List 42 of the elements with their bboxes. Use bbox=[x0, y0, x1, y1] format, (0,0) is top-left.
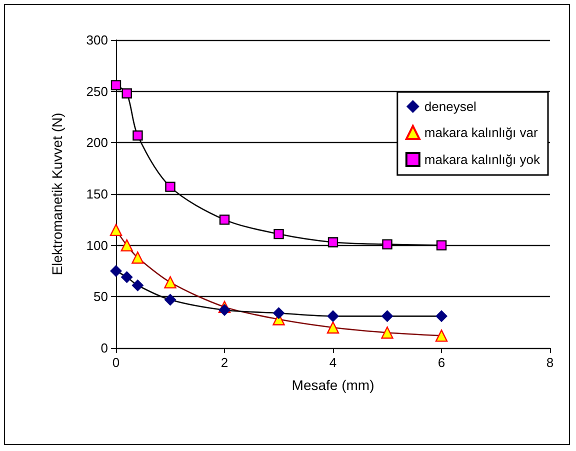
point bbox=[381, 326, 394, 339]
y-tick-label: 150 bbox=[86, 186, 108, 202]
legend-label: makara kalınlığı yok bbox=[424, 152, 540, 167]
x-tick-label: 8 bbox=[546, 355, 554, 370]
point bbox=[326, 321, 340, 334]
x-tick-label: 6 bbox=[438, 355, 446, 370]
point bbox=[165, 182, 176, 192]
point bbox=[122, 88, 132, 98]
point bbox=[436, 310, 448, 322]
x-axis-title: Mesafe (mm) bbox=[292, 377, 374, 393]
point bbox=[219, 214, 230, 225]
point bbox=[120, 271, 133, 284]
y-axis-title: Elektromanetik Kuvvet (N) bbox=[49, 112, 65, 276]
y-tick-label: 250 bbox=[86, 84, 108, 99]
point bbox=[218, 304, 230, 316]
point bbox=[381, 310, 394, 322]
point bbox=[274, 228, 284, 240]
point bbox=[110, 80, 122, 90]
point bbox=[435, 330, 448, 342]
point bbox=[132, 252, 144, 264]
point bbox=[164, 294, 176, 306]
point bbox=[132, 130, 143, 141]
y-tick-label: 100 bbox=[86, 238, 108, 253]
y-tick-label: 300 bbox=[86, 32, 108, 48]
point bbox=[382, 239, 392, 250]
point bbox=[164, 276, 176, 288]
x-tick-label: 2 bbox=[220, 355, 228, 370]
point bbox=[328, 237, 338, 248]
point bbox=[327, 310, 339, 322]
point bbox=[132, 279, 144, 292]
legend-label: makara kalınlığı var bbox=[424, 125, 538, 140]
x-tick-label: 0 bbox=[112, 355, 120, 370]
point bbox=[110, 224, 122, 236]
y-tick-label: 50 bbox=[94, 289, 108, 304]
y-tick-label: 0 bbox=[100, 340, 108, 356]
point bbox=[272, 307, 285, 320]
y-tick-label: 200 bbox=[86, 135, 108, 150]
point bbox=[436, 240, 447, 250]
x-tick-label: 4 bbox=[329, 355, 337, 370]
legend-label: deneysel bbox=[424, 99, 477, 114]
point bbox=[110, 265, 122, 277]
point bbox=[120, 239, 133, 252]
